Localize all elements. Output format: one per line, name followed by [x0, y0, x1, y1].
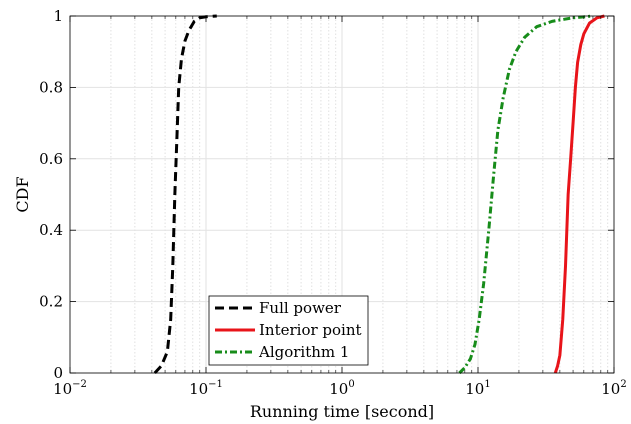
legend-label: Interior point	[259, 321, 362, 339]
x-tick-labels: 10−2 10−1 100 101 102	[53, 379, 627, 398]
tick-marks	[69, 15, 615, 374]
legend-label: Full power	[259, 299, 342, 317]
x-tick-label: 102	[601, 379, 626, 398]
legend: Full power Interior point Algorithm 1	[208, 295, 369, 366]
x-tick-label: 100	[329, 379, 354, 398]
y-tick-label: 0.2	[39, 293, 63, 311]
y-tick-label: 0.6	[39, 150, 63, 168]
x-axis-label: Running time [second]	[250, 402, 434, 421]
legend-label: Algorithm 1	[258, 343, 349, 361]
y-axis-label: CDF	[13, 176, 32, 212]
x-tick-label: 10−2	[53, 379, 87, 398]
y-tick-label: 1	[53, 7, 63, 25]
x-tick-label: 101	[465, 379, 490, 398]
y-tick-labels: 0 0.2 0.4 0.6 0.8 1	[39, 7, 63, 382]
x-tick-label: 10−1	[189, 379, 223, 398]
y-tick-label: 0.8	[39, 78, 63, 96]
series-line-2	[553, 14, 605, 374]
y-tick-label: 0	[53, 364, 63, 382]
series-lines	[153, 14, 605, 375]
y-tick-label: 0.4	[39, 221, 63, 239]
series-line-1	[153, 14, 217, 375]
